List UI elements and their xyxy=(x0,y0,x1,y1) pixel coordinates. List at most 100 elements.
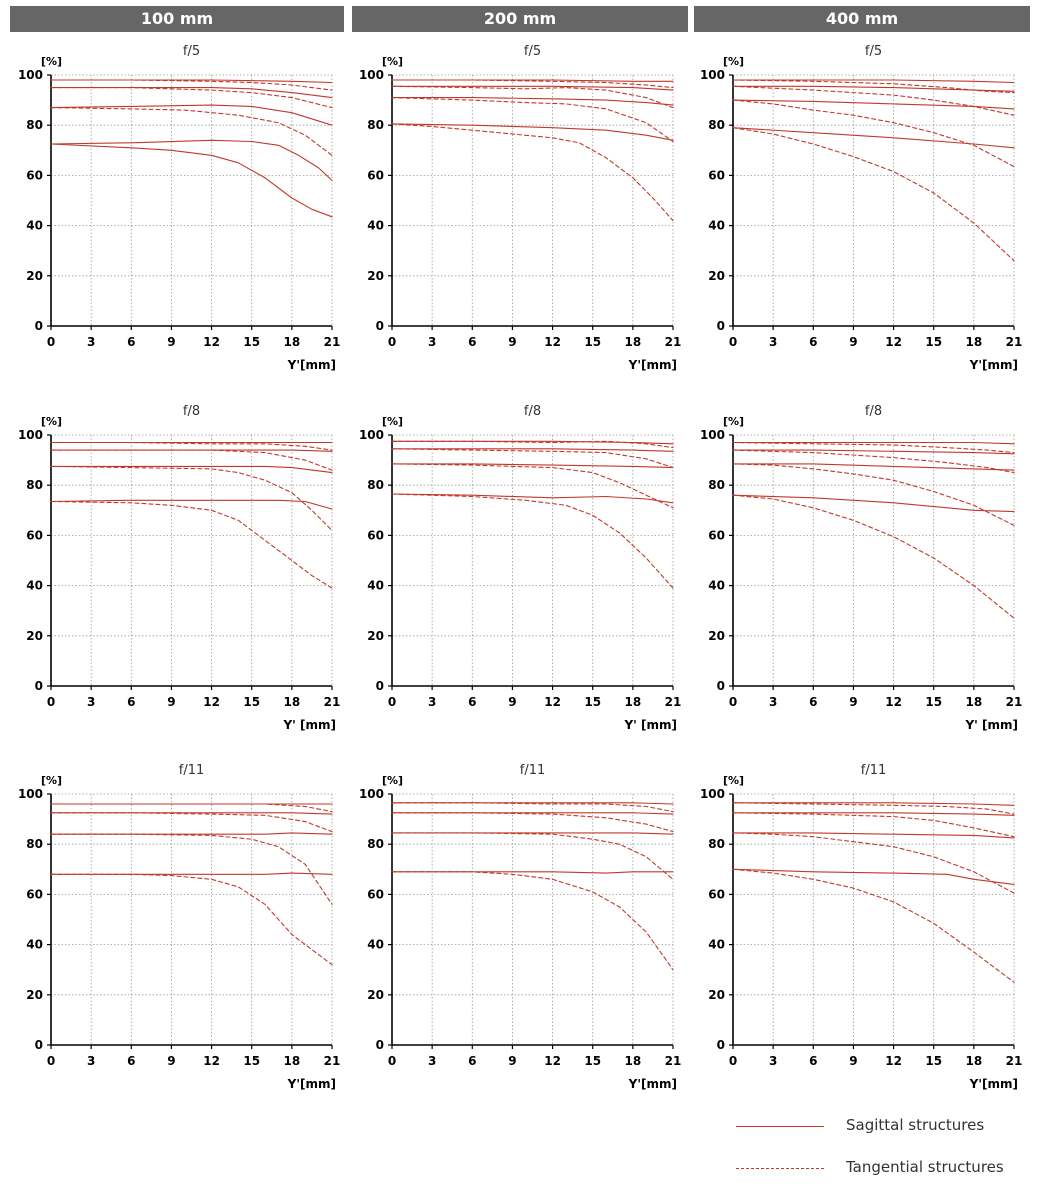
x-tick-label: 6 xyxy=(809,335,817,349)
y-tick-label: 20 xyxy=(708,988,725,1002)
y-axis-label: [%] xyxy=(723,774,744,787)
y-tick-label: 80 xyxy=(708,837,725,851)
x-tick-label: 18 xyxy=(625,1054,642,1068)
tangential-curve xyxy=(50,812,333,833)
x-axis-label: Y'[mm] xyxy=(628,1077,677,1091)
x-tick-label: 18 xyxy=(284,695,301,709)
y-tick-label: 100 xyxy=(18,68,43,82)
tangential-curve xyxy=(732,441,1015,454)
tangential-curve xyxy=(391,440,674,449)
y-tick-label: 80 xyxy=(367,118,384,132)
y-axis-label: [%] xyxy=(723,55,744,68)
x-tick-label: 12 xyxy=(203,335,220,349)
y-tick-label: 80 xyxy=(26,118,43,132)
tangential-curve xyxy=(391,493,674,589)
tangential-curve xyxy=(732,85,1015,116)
x-tick-label: 6 xyxy=(468,695,476,709)
tangential-curve xyxy=(50,87,333,109)
chart-title: f/11 xyxy=(179,763,205,778)
tangential-curve xyxy=(732,812,1015,838)
tangential-curve xyxy=(391,463,674,509)
x-tick-label: 3 xyxy=(87,335,95,349)
sagittal-curve xyxy=(732,463,1015,471)
y-tick-label: 80 xyxy=(26,478,43,492)
mtf-chart-1: 0 3 6 9 12 15 18 21 0 20 40 60 80 100 f/5 [%] Y'[mm] xyxy=(18,44,340,372)
y-tick-label: 40 xyxy=(367,579,384,593)
tangential-curve xyxy=(391,79,674,89)
x-tick-label: 0 xyxy=(47,335,55,349)
x-tick-label: 3 xyxy=(428,335,436,349)
x-tick-label: 18 xyxy=(625,335,642,349)
x-tick-label: 0 xyxy=(729,1054,737,1068)
y-axis-label: [%] xyxy=(41,774,62,787)
y-axis-label: [%] xyxy=(382,415,403,428)
sagittal-curve xyxy=(391,448,674,452)
y-tick-label: 40 xyxy=(26,579,43,593)
y-axis-label: [%] xyxy=(382,774,403,787)
x-tick-label: 21 xyxy=(324,335,341,349)
chart-title: f/11 xyxy=(861,763,887,778)
x-tick-label: 0 xyxy=(388,695,396,709)
x-tick-label: 9 xyxy=(167,695,175,709)
sagittal-curve xyxy=(732,441,1015,445)
sagittal-curve xyxy=(732,449,1015,455)
tangential-curve xyxy=(391,123,674,222)
x-tick-label: 15 xyxy=(243,695,260,709)
x-tick-label: 15 xyxy=(584,1054,601,1068)
mtf-chart-9: 0 3 6 9 12 15 18 21 0 20 40 60 80 100 f/11 [%] Y'[mm] xyxy=(700,763,1022,1091)
x-tick-label: 3 xyxy=(769,695,777,709)
y-tick-label: 60 xyxy=(367,168,384,182)
x-tick-label: 12 xyxy=(544,335,561,349)
sagittal-curve xyxy=(732,99,1015,110)
y-tick-label: 40 xyxy=(708,938,725,952)
column-header-400mm: 400 mm xyxy=(694,6,1030,32)
legend-dashed-line-swatch xyxy=(736,1168,824,1169)
x-tick-label: 3 xyxy=(87,695,95,709)
y-tick-label: 100 xyxy=(700,68,725,82)
chart-title: f/5 xyxy=(524,44,541,59)
chart-title: f/11 xyxy=(520,763,546,778)
y-tick-label: 60 xyxy=(367,887,384,901)
y-tick-label: 0 xyxy=(376,1038,384,1052)
y-tick-label: 40 xyxy=(708,219,725,233)
x-tick-label: 9 xyxy=(849,695,857,709)
x-tick-label: 6 xyxy=(809,695,817,709)
sagittal-curve xyxy=(391,493,674,504)
y-tick-label: 20 xyxy=(367,629,384,643)
tangential-curve xyxy=(732,802,1015,815)
y-tick-label: 60 xyxy=(367,528,384,542)
x-tick-label: 0 xyxy=(47,695,55,709)
x-tick-label: 0 xyxy=(388,1054,396,1068)
y-tick-label: 100 xyxy=(359,428,384,442)
y-tick-label: 60 xyxy=(708,528,725,542)
y-tick-label: 100 xyxy=(359,68,384,82)
x-tick-label: 15 xyxy=(584,335,601,349)
sagittal-curve xyxy=(732,85,1015,92)
mtf-chart-7: 0 3 6 9 12 15 18 21 0 20 40 60 80 100 f/11 [%] Y'[mm] xyxy=(18,763,340,1091)
sagittal-curve xyxy=(391,463,674,469)
mtf-chart-8: 0 3 6 9 12 15 18 21 0 20 40 60 80 100 f/11 [%] Y'[mm] xyxy=(359,763,681,1091)
x-tick-label: 12 xyxy=(885,695,902,709)
column-header-100mm: 100 mm xyxy=(10,6,344,32)
x-tick-label: 0 xyxy=(47,1054,55,1068)
x-tick-label: 9 xyxy=(167,335,175,349)
x-tick-label: 12 xyxy=(544,1054,561,1068)
x-tick-label: 21 xyxy=(1006,335,1023,349)
x-tick-label: 6 xyxy=(127,695,135,709)
sagittal-curve xyxy=(50,143,333,218)
sagittal-curve xyxy=(732,79,1015,84)
x-tick-label: 9 xyxy=(167,1054,175,1068)
legend-solid-line-swatch xyxy=(736,1126,824,1127)
x-tick-label: 15 xyxy=(925,1054,942,1068)
x-axis-label: Y'[mm] xyxy=(969,1077,1018,1091)
tangential-curve xyxy=(50,79,333,91)
y-tick-label: 100 xyxy=(18,428,43,442)
tangential-curve xyxy=(391,448,674,469)
x-axis-label: Y' [mm] xyxy=(623,718,677,732)
x-tick-label: 12 xyxy=(203,695,220,709)
x-tick-label: 15 xyxy=(243,335,260,349)
x-tick-label: 9 xyxy=(849,1054,857,1068)
x-tick-label: 3 xyxy=(87,1054,95,1068)
y-tick-label: 0 xyxy=(717,319,725,333)
x-tick-label: 12 xyxy=(203,1054,220,1068)
